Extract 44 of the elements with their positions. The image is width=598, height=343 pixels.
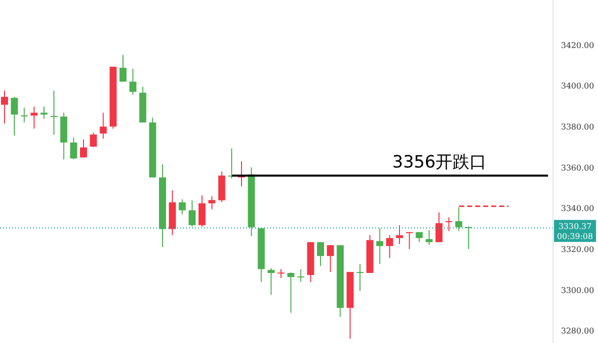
candlestick [238,160,245,187]
candlestick [120,54,126,82]
candlestick [90,132,97,148]
text: 00:39:08 [557,232,593,241]
ref-line-label: 3330.37 [558,222,592,231]
candlestick [406,232,413,250]
y-tick-label: 3380.00 [561,122,594,132]
y-tick-label: 3420.00 [561,40,594,50]
candlestick [317,242,324,267]
y-tick-label: 3360.00 [561,163,594,172]
y-tick-label: 3340.00 [561,204,594,214]
y-tick-label: 3320.00 [561,244,594,254]
candlestick [1,90,8,124]
candlestick [129,68,136,96]
candlestick [10,96,18,136]
candlestick [20,107,28,123]
candlestick [376,228,384,264]
y-tick-label: 3280.00 [561,326,594,336]
candlestick [80,138,87,158]
candlestick [356,263,364,292]
candlestick [268,268,275,296]
candlestick [455,206,462,232]
series-label: 3356开跌口 [392,152,487,173]
candlestick [426,230,433,246]
candlestick [436,212,442,243]
candlestick [40,106,48,120]
candlestick [70,137,78,160]
candlestick [208,196,216,210]
candlestick [188,200,196,228]
candlestick [50,90,58,136]
candlestick [297,268,304,282]
candlestick [386,234,394,259]
candlestick [396,224,403,245]
candlestick [198,194,206,228]
candlestick [445,216,452,232]
candlestick [178,198,186,215]
y-tick-label: 3300.00 [561,286,594,295]
candlestick [287,272,294,314]
candlestick [416,232,423,243]
candlestick [278,268,284,278]
candlestick [100,112,107,140]
candlestick [326,244,334,272]
y-tick-label: 3400.00 [561,82,594,91]
candlestick [30,106,38,130]
